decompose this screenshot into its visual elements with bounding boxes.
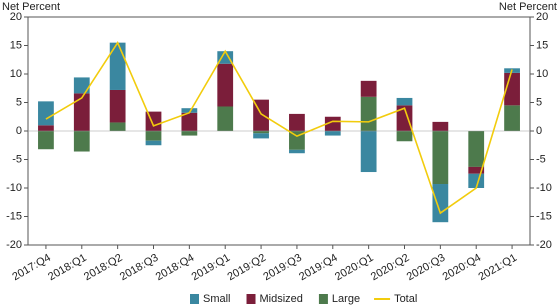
x-tick-label: 2018:Q3 (118, 252, 161, 283)
bar (253, 133, 269, 139)
x-tick-label: 2020:Q1 (333, 252, 376, 283)
bar (360, 80, 377, 97)
legend-label: Small (203, 293, 231, 305)
y-axis-title: Net Percent (2, 1, 60, 13)
bar (73, 77, 90, 94)
bar (360, 96, 377, 131)
bar (289, 149, 305, 154)
bar (396, 97, 413, 106)
y2-tick-label: 20 (536, 11, 548, 23)
y-tick-label: -20 (6, 239, 22, 251)
x-tick-label: 2020:Q3 (405, 252, 448, 283)
y2-tick-label: 5 (536, 96, 542, 108)
bar (468, 131, 485, 167)
x-tick-label: 2019:Q4 (297, 252, 340, 283)
bar (217, 63, 234, 107)
x-tick-label: 2018:Q1 (46, 252, 89, 283)
legend-swatch (246, 294, 256, 304)
x-tick-label: 2017:Q4 (10, 252, 53, 283)
bar (396, 105, 413, 131)
y2-tick-label: 10 (536, 68, 548, 80)
legend-label: Total (394, 293, 417, 305)
y2-tick-label: -15 (536, 210, 552, 222)
y-tick-label: 0 (16, 125, 22, 137)
bar (324, 131, 341, 136)
y-tick-label: -5 (12, 153, 22, 165)
y2-tick-label: 15 (536, 39, 548, 51)
legend-label: Midsized (260, 293, 303, 305)
legend-label: Large (332, 293, 360, 305)
y-tick-label: 10 (10, 68, 22, 80)
y2-axis-title: Net Percent (499, 1, 557, 13)
bar (217, 51, 234, 64)
bar (432, 184, 449, 223)
bar (468, 166, 485, 174)
bar (145, 140, 162, 146)
legend: Small Midsized Large Total (190, 293, 417, 305)
bar (504, 105, 520, 131)
bar (289, 131, 305, 150)
y-tick-label: -10 (6, 182, 22, 194)
bar (289, 113, 305, 131)
bar (109, 122, 126, 131)
bar (73, 131, 90, 152)
y2-tick-label: -5 (536, 153, 546, 165)
bar (38, 101, 54, 126)
y-tick-label: -15 (6, 210, 22, 222)
y2-tick-label: -20 (536, 239, 552, 251)
bar (38, 131, 54, 150)
y2-tick-label: -10 (536, 182, 552, 194)
x-tick-label: 2020:Q4 (441, 252, 484, 283)
bar (181, 131, 198, 136)
x-tick-label: 2018:Q4 (154, 252, 197, 283)
y-tick-label: 15 (10, 39, 22, 51)
bar (396, 131, 413, 142)
bar (181, 108, 198, 113)
total-line (45, 40, 513, 215)
y2-tick-label: 0 (536, 125, 542, 137)
bar (432, 121, 449, 131)
bar (109, 42, 126, 90)
bar (38, 125, 54, 131)
x-tick-label: 2018:Q2 (82, 252, 125, 283)
x-tick-label: 2019:Q1 (190, 252, 233, 283)
x-tick-label: 2020:Q2 (369, 252, 412, 283)
bar (109, 89, 126, 123)
x-tick-label: 2019:Q3 (261, 252, 304, 283)
bar (432, 131, 449, 185)
y-tick-label: 20 (10, 11, 22, 23)
bar (145, 131, 162, 141)
bar (181, 112, 198, 131)
y-tick-label: 5 (16, 96, 22, 108)
bar (73, 93, 90, 131)
bar (253, 131, 269, 134)
legend-swatch (318, 294, 328, 304)
bar (324, 116, 341, 131)
x-tick-label: 2021:Q1 (476, 252, 519, 283)
bar (217, 106, 234, 131)
legend-swatch (190, 294, 199, 304)
x-tick-label: 2019:Q2 (225, 252, 268, 283)
bar (360, 131, 377, 173)
